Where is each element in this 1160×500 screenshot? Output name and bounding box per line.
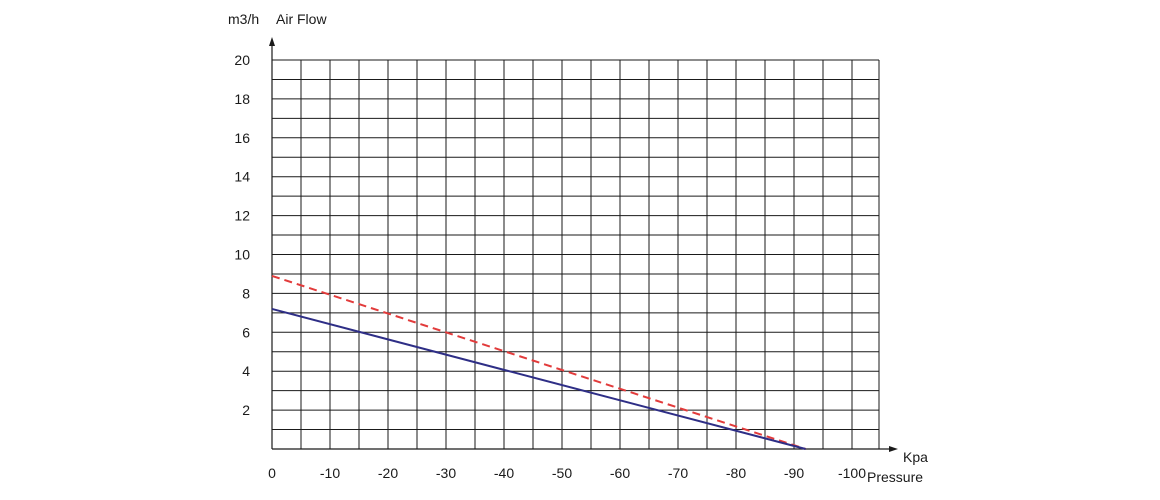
y-tick-label: 6 <box>242 324 250 340</box>
x-tick-label: -40 <box>494 465 514 481</box>
x-tick-label: -50 <box>552 465 572 481</box>
x-axis-unit: Kpa <box>903 449 928 465</box>
x-tick-label: -100 <box>838 465 866 481</box>
x-tick-label: -90 <box>784 465 804 481</box>
y-axis-arrow <box>269 37 275 46</box>
x-tick-label: -80 <box>726 465 746 481</box>
y-tick-label: 12 <box>234 208 250 224</box>
x-tick-label: -60 <box>610 465 630 481</box>
y-tick-label: 10 <box>234 247 250 263</box>
x-axis-title: Pressure <box>867 469 923 485</box>
x-tick-label: -70 <box>668 465 688 481</box>
y-tick-label: 18 <box>234 91 250 107</box>
y-tick-label: 2 <box>242 402 250 418</box>
y-tick-label: 4 <box>242 363 250 379</box>
x-tick-label: 0 <box>268 465 276 481</box>
series-line-dashed <box>271 274 806 450</box>
x-axis-arrow <box>889 446 898 452</box>
series-group <box>271 274 806 450</box>
y-tick-label: 16 <box>234 130 250 146</box>
grid <box>272 59 880 449</box>
tick-labels: 2 4 6 8 10 12 14 16 18 20 0 -10 -20 -30 -40 -50 -60 -70 -8… <box>234 52 866 481</box>
x-tick-label: -20 <box>378 465 398 481</box>
series-line-solid <box>271 307 806 450</box>
y-tick-label: 14 <box>234 169 250 185</box>
axes <box>269 37 898 452</box>
x-tick-label: -30 <box>436 465 456 481</box>
y-tick-label: 8 <box>242 285 250 301</box>
y-axis-title: Air Flow <box>276 11 327 27</box>
y-axis-unit: m3/h <box>228 11 259 27</box>
x-tick-label: -10 <box>320 465 340 481</box>
y-tick-label: 20 <box>234 52 250 68</box>
